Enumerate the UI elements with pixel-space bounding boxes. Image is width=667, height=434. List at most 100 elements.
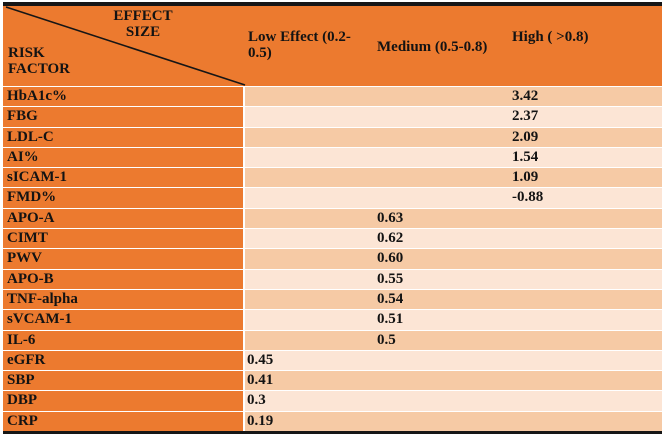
table-row: LDL-C 2.09 [3, 127, 662, 148]
low-effect-value-cell [245, 331, 375, 350]
medium-effect-value-cell [375, 391, 510, 410]
column-header-medium-effect: Medium (0.5-0.8) [377, 39, 488, 55]
effect-value-band: 0.5 [245, 330, 662, 350]
table-row: IL-6 0.5 [3, 330, 662, 351]
low-effect-value-cell: 0.3 [247, 392, 266, 409]
table-row: APO-B 0.55 [3, 269, 662, 290]
risk-factor-cell: sICAM-1 [3, 168, 245, 188]
high-effect-value-cell: 1.54 [512, 148, 539, 165]
low-effect-value-cell [245, 249, 375, 268]
effect-value-band: 1.09 [245, 168, 662, 188]
high-effect-value-cell: -0.88 [512, 189, 544, 206]
column-header-high-effect: High ( >0.8) [512, 29, 589, 45]
medium-effect-value-cell [375, 107, 510, 126]
high-effect-value-cell [510, 290, 662, 309]
table-row: FMD% -0.88 [3, 188, 662, 209]
medium-effect-value-cell [375, 148, 510, 167]
effect-value-band: 0.62 [245, 229, 662, 249]
effect-value-band: 0.55 [245, 269, 662, 289]
risk-factor-cell: LDL-C [3, 127, 245, 147]
effect-value-band: 0.45 [245, 350, 662, 371]
medium-effect-value-cell [375, 188, 510, 207]
risk-factor-cell: CRP [3, 411, 245, 432]
high-effect-value-cell [510, 331, 662, 350]
high-effect-value-cell: 2.09 [512, 128, 539, 145]
risk-factor-cell: sVCAM-1 [3, 310, 245, 330]
column-header-low-effect: Low Effect (0.2-0.5) [248, 29, 351, 61]
effect-value-band: 3.42 [245, 87, 662, 107]
table-row: sICAM-1 1.09 [3, 168, 662, 189]
risk-factor-cell: FBG [3, 107, 245, 127]
high-effect-value-cell: 1.09 [512, 169, 539, 186]
diagonal-divider-line [5, 6, 246, 86]
risk-factor-cell: eGFR [3, 350, 245, 371]
effect-value-band: 0.51 [245, 310, 662, 330]
risk-factor-cell: AI% [3, 147, 245, 168]
low-effect-value-cell [245, 168, 375, 187]
low-effect-value-cell: 0.45 [247, 351, 274, 368]
high-effect-value-cell [510, 310, 662, 329]
medium-effect-value-cell [375, 412, 510, 431]
effect-value-band: 1.54 [245, 147, 662, 168]
risk-factor-cell: IL-6 [3, 330, 245, 350]
medium-effect-value-cell: 0.55 [377, 270, 404, 287]
effect-value-band: 2.37 [245, 107, 662, 127]
risk-factor-cell: APO-B [3, 269, 245, 289]
low-effect-value-cell [245, 148, 375, 167]
table-row: AI% 1.54 [3, 147, 662, 169]
high-effect-value-cell: 3.42 [512, 88, 539, 104]
high-effect-value-cell [510, 209, 662, 228]
effect-value-band: 0.63 [245, 208, 662, 229]
table-row: CRP 0.19 [3, 411, 662, 432]
low-effect-value-cell [245, 188, 375, 207]
risk-factor-cell: CIMT [3, 229, 245, 249]
table-row: APO-A 0.63 [3, 208, 662, 230]
table-row: FBG 2.37 [3, 107, 662, 128]
corner-label-effect-size: EFFECT SIZE [113, 8, 173, 40]
effect-value-band: 0.41 [245, 371, 662, 391]
medium-effect-value-cell [375, 371, 510, 390]
medium-effect-value-cell [375, 351, 510, 370]
effect-value-band: 0.54 [245, 289, 662, 310]
low-effect-value-cell [245, 107, 375, 126]
table-row: CIMT 0.62 [3, 229, 662, 250]
high-effect-value-cell [510, 270, 662, 289]
high-effect-value-cell [510, 229, 662, 248]
medium-effect-value-cell [375, 168, 510, 187]
risk-factor-cell: DBP [3, 391, 245, 411]
low-effect-value-cell [245, 310, 375, 329]
table-body: HbA1c% 3.42 FBG 2.37 LDL-C 2.09 AI% 1.54 [3, 87, 662, 432]
risk-factor-cell: HbA1c% [3, 87, 245, 107]
effect-value-band: 2.09 [245, 127, 662, 147]
high-effect-value-cell: 2.37 [512, 108, 539, 125]
low-effect-value-cell [245, 290, 375, 309]
effect-value-band: 0.19 [245, 411, 662, 432]
medium-effect-value-cell [375, 87, 510, 106]
low-effect-value-cell [245, 128, 375, 147]
table-header-row: EFFECT SIZE RISK FACTOR Low Effect (0.2-… [3, 6, 662, 87]
low-effect-value-cell: 0.19 [247, 412, 274, 429]
table-row: sVCAM-1 0.51 [3, 310, 662, 331]
effect-value-band: -0.88 [245, 188, 662, 208]
effect-size-table: EFFECT SIZE RISK FACTOR Low Effect (0.2-… [3, 2, 662, 434]
risk-factor-cell: TNF-alpha [3, 289, 245, 310]
low-effect-value-cell [245, 270, 375, 289]
medium-effect-value-cell: 0.51 [377, 311, 404, 328]
effect-value-band: 0.3 [245, 391, 662, 411]
medium-effect-value-cell [375, 128, 510, 147]
risk-factor-cell: FMD% [3, 188, 245, 208]
high-effect-value-cell [510, 371, 662, 390]
table-row: SBP 0.41 [3, 371, 662, 392]
high-effect-value-cell [510, 412, 662, 431]
low-effect-value-cell [245, 87, 375, 106]
low-effect-value-cell: 0.41 [247, 372, 274, 389]
high-effect-value-cell [510, 249, 662, 268]
high-effect-value-cell [510, 391, 662, 410]
risk-factor-cell: SBP [3, 371, 245, 391]
low-effect-value-cell [245, 209, 375, 228]
table-row: DBP 0.3 [3, 391, 662, 412]
table-row: HbA1c% 3.42 [3, 87, 662, 108]
medium-effect-value-cell: 0.60 [377, 250, 404, 267]
high-effect-value-cell [510, 351, 662, 370]
